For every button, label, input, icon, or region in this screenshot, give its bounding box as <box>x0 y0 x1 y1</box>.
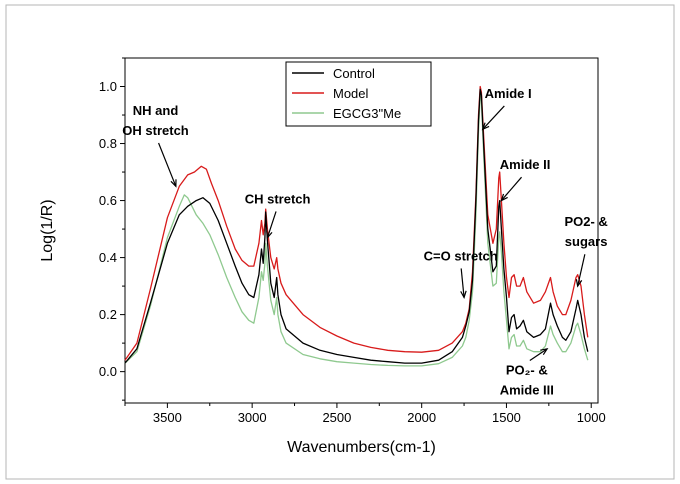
series-line-control <box>124 88 589 364</box>
annotation-label: Amide I <box>485 86 532 101</box>
annotation-label: sugars <box>565 234 608 249</box>
x-tick-label: 1500 <box>492 410 521 425</box>
plot-area: 3500 3000 2500 2000 1500 1000 0.0 0.2 0.4 0.6 0.8 1… <box>39 57 608 456</box>
x-axis-title: Wavenumbers(cm-1) <box>287 439 436 456</box>
annotation-arrow <box>500 176 522 201</box>
series-line-model <box>124 85 589 361</box>
annotation-arrow <box>266 211 277 238</box>
arrowhead-icon <box>266 230 273 240</box>
arrowhead-icon <box>540 347 549 356</box>
y-axis-title: Log(1/R) <box>39 199 56 261</box>
arrowhead-icon <box>460 290 467 300</box>
arrowhead-icon <box>500 193 508 202</box>
legend-label: EGCG3"Me <box>333 106 401 121</box>
annotation-label: OH stretch <box>122 123 189 138</box>
arrowhead-icon <box>170 179 177 188</box>
x-tick-label: 3000 <box>238 410 267 425</box>
x-tick-label: 3500 <box>153 410 182 425</box>
annotation-label: Amide II <box>500 157 551 172</box>
annotation-label: PO2- & <box>564 214 607 229</box>
y-tick-label: 0.2 <box>99 307 117 322</box>
x-tick-label: 2000 <box>407 410 436 425</box>
arrowhead-icon <box>575 279 583 288</box>
y-tick-label: 0.8 <box>99 136 117 151</box>
annotation-label: PO₂- & <box>506 362 548 377</box>
annotation-label: CH stretch <box>245 191 311 206</box>
x-tick-label: 1000 <box>577 410 606 425</box>
series-line-egcg3me <box>124 94 589 367</box>
annotation-arrow <box>460 268 465 298</box>
legend-label: Control <box>333 66 375 81</box>
x-tick-label: 2500 <box>322 410 351 425</box>
legend-label: Model <box>333 86 369 101</box>
annotation-arrow <box>482 105 505 130</box>
annotation-arrow <box>577 254 586 287</box>
plot-frame <box>124 57 599 404</box>
y-tick-label: 1.0 <box>99 79 117 94</box>
annotation-arrow <box>158 142 177 187</box>
annotation-label: Amide III <box>500 382 554 397</box>
annotation-arrow <box>529 348 548 361</box>
y-tick-label: 0.4 <box>99 250 117 265</box>
annotation-label: NH and <box>133 103 179 118</box>
arrowhead-icon <box>481 122 490 131</box>
y-tick-label: 0.6 <box>99 193 117 208</box>
y-tick-label: 0.0 <box>99 364 117 379</box>
annotation-label: C=O stretch <box>424 248 498 263</box>
